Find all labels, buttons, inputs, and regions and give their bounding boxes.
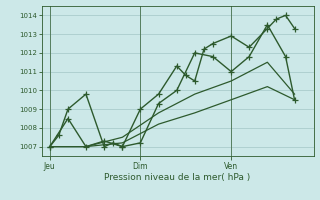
X-axis label: Pression niveau de la mer( hPa ): Pression niveau de la mer( hPa ): [104, 173, 251, 182]
